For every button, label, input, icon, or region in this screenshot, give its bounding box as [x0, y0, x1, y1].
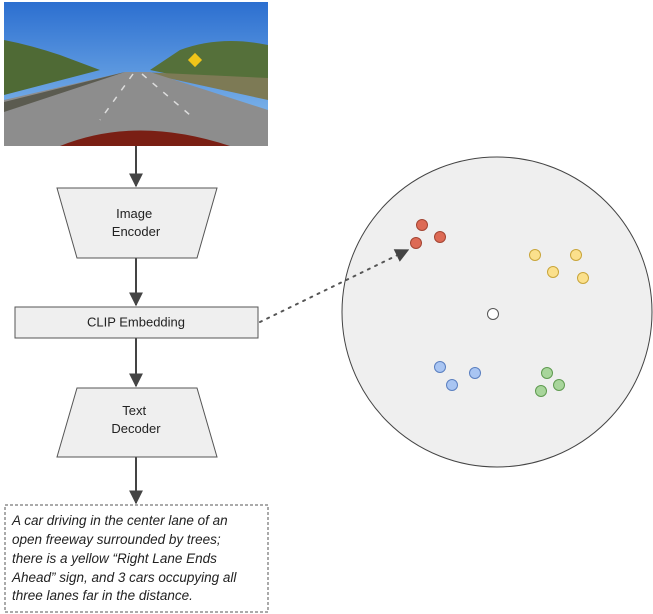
caption-line: three lanes far in the distance. — [12, 588, 193, 603]
point — [542, 368, 553, 379]
label-line: Encoder — [112, 224, 161, 239]
point — [571, 250, 582, 261]
point — [536, 386, 547, 397]
point — [578, 273, 589, 284]
point — [417, 220, 428, 231]
caption-line: open freeway surrounded by trees; — [12, 532, 221, 547]
point — [488, 309, 499, 320]
point — [435, 232, 446, 243]
point — [447, 380, 458, 391]
point — [530, 250, 541, 261]
label-line: Image — [116, 206, 152, 221]
label-line: Decoder — [111, 421, 161, 436]
point — [411, 238, 422, 249]
point — [554, 380, 565, 391]
caption-line: A car driving in the center lane of an — [11, 513, 228, 528]
image-encoder — [57, 188, 217, 258]
caption-line: Ahead” sign, and 3 cars occupying all — [11, 570, 237, 585]
road-photo — [4, 2, 268, 146]
diagram: Image Encoder CLIP Embedding Text Decode… — [0, 0, 653, 614]
node-label: CLIP Embedding — [87, 314, 185, 329]
label-line: Text — [122, 403, 146, 418]
point — [470, 368, 481, 379]
caption-line: there is a yellow “Right Lane Ends — [12, 551, 217, 566]
point — [548, 267, 559, 278]
point — [435, 362, 446, 373]
